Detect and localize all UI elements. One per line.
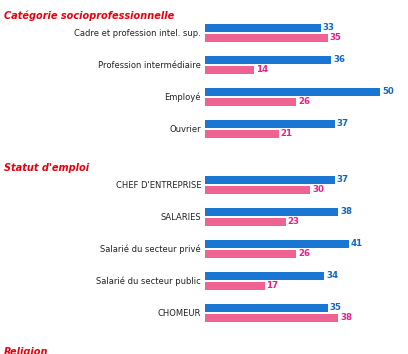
Bar	[205, 186, 310, 194]
Bar	[205, 98, 296, 106]
Bar	[205, 56, 331, 64]
Text: 35: 35	[330, 303, 341, 313]
Text: 38: 38	[340, 207, 352, 217]
Text: 26: 26	[298, 97, 310, 107]
Text: 30: 30	[312, 185, 324, 194]
Text: Catégorie socioprofessionnelle: Catégorie socioprofessionnelle	[4, 11, 174, 21]
Text: 37: 37	[337, 120, 348, 129]
Bar	[205, 282, 264, 290]
Bar	[205, 304, 328, 312]
Bar	[205, 218, 286, 226]
Text: 14: 14	[256, 65, 268, 74]
Text: Salarié du secteur public: Salarié du secteur public	[96, 276, 201, 286]
Bar	[205, 272, 324, 280]
Bar	[205, 130, 279, 138]
Text: 41: 41	[350, 240, 363, 249]
Bar	[205, 240, 348, 248]
Bar	[205, 208, 338, 216]
Bar	[205, 24, 321, 32]
Text: Profession intermédiaire: Profession intermédiaire	[98, 61, 201, 69]
Text: Religion: Religion	[4, 347, 49, 354]
Bar	[205, 176, 335, 184]
Bar	[205, 88, 380, 96]
Text: 26: 26	[298, 250, 310, 258]
Text: 37: 37	[337, 176, 348, 184]
Text: 50: 50	[382, 87, 394, 97]
Text: 21: 21	[281, 130, 293, 138]
Text: 23: 23	[288, 217, 299, 227]
Bar	[205, 314, 338, 322]
Text: CHEF D'ENTREPRISE: CHEF D'ENTREPRISE	[115, 181, 201, 189]
Text: 38: 38	[340, 314, 352, 322]
Text: Cadre et profession intel. sup.: Cadre et profession intel. sup.	[74, 29, 201, 38]
Bar	[205, 250, 296, 258]
Bar	[205, 66, 254, 74]
Text: Employé: Employé	[164, 92, 201, 102]
Bar	[205, 120, 335, 128]
Bar	[205, 34, 328, 42]
Text: 33: 33	[322, 23, 335, 33]
Text: 35: 35	[330, 34, 341, 42]
Text: Ouvrier: Ouvrier	[169, 125, 201, 133]
Text: 34: 34	[326, 272, 338, 280]
Text: SALARIES: SALARIES	[160, 212, 201, 222]
Text: Statut d'emploi: Statut d'emploi	[4, 163, 89, 173]
Text: CHOMEUR: CHOMEUR	[157, 308, 201, 318]
Text: 36: 36	[333, 56, 345, 64]
Text: 17: 17	[266, 281, 279, 291]
Text: Salarié du secteur privé: Salarié du secteur privé	[100, 244, 201, 254]
